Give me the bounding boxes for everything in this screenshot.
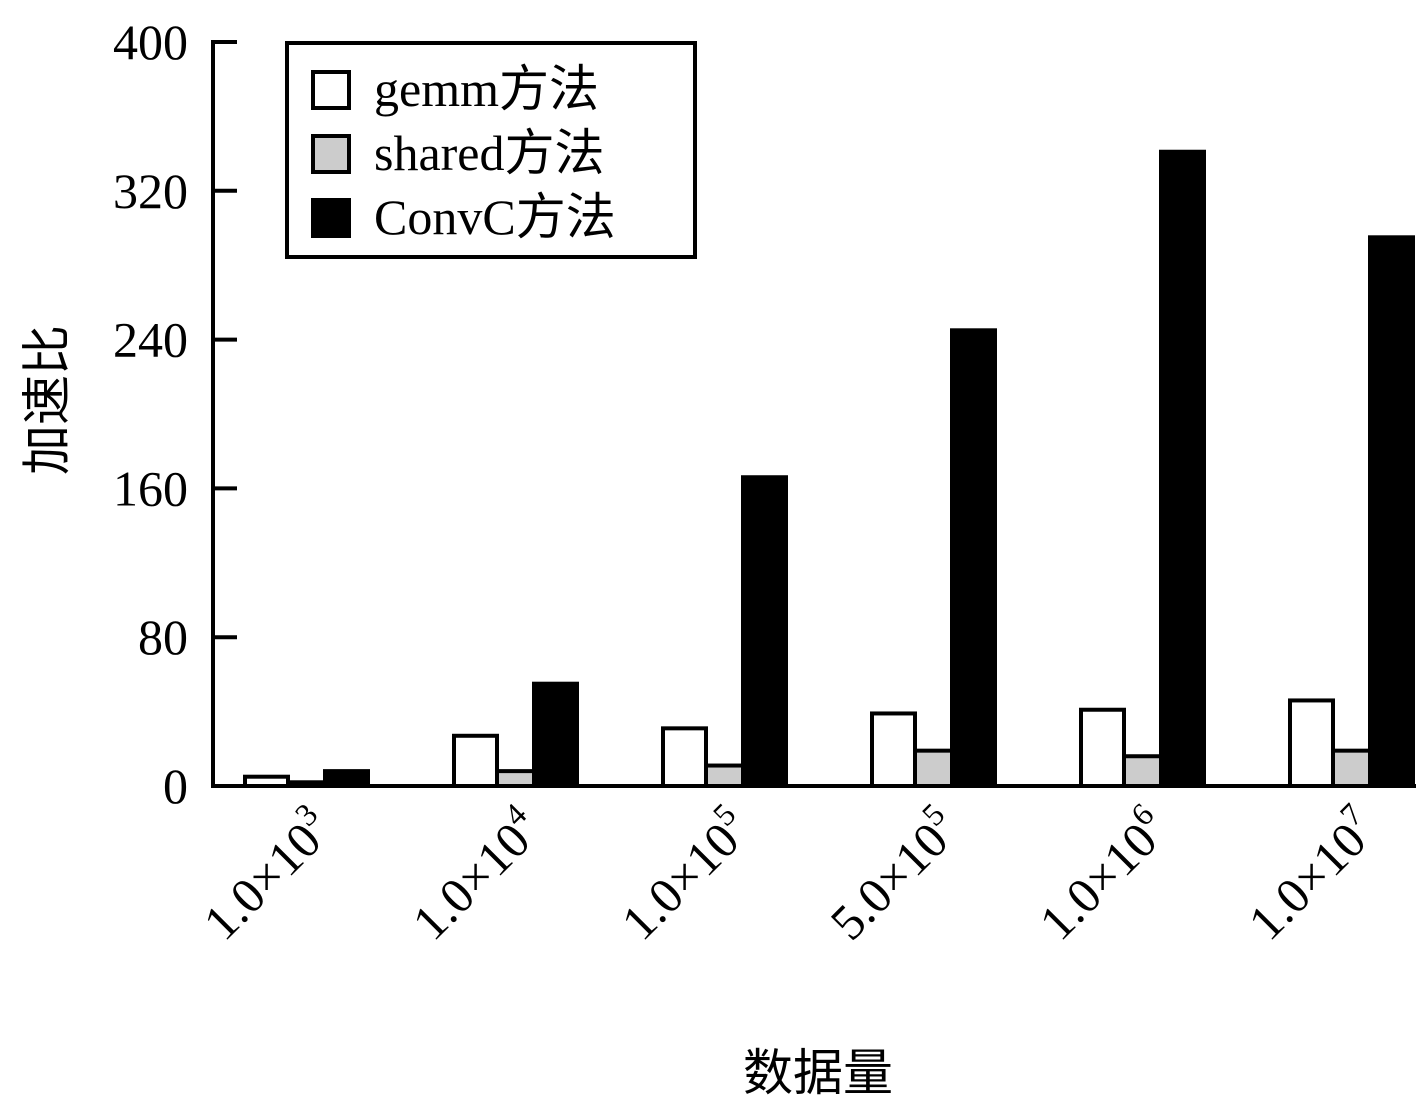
bar-shared-4 xyxy=(1122,754,1163,788)
y-tick-label: 240 xyxy=(113,312,188,368)
bar-gemm-4 xyxy=(1079,707,1126,788)
x-tick-label: 1.0×105 xyxy=(606,796,761,951)
y-tick-label: 160 xyxy=(113,460,188,516)
y-tick-label: 0 xyxy=(163,758,188,814)
bar-gemm-2 xyxy=(661,726,708,789)
bar-gemm-5 xyxy=(1288,698,1335,788)
y-tick-label: 400 xyxy=(113,14,188,70)
bar-gemm-1 xyxy=(452,733,499,789)
y-tick-label: 80 xyxy=(138,609,188,665)
x-tick-label: 1.0×103 xyxy=(188,796,343,951)
legend-swatch xyxy=(311,198,351,238)
bar-shared-5 xyxy=(1331,748,1372,788)
x-tick-label: 1.0×104 xyxy=(397,796,552,951)
bar-ConvC-2 xyxy=(741,475,788,788)
legend: gemm方法 shared方法 ConvC方法 xyxy=(285,41,697,259)
bar-shared-3 xyxy=(913,748,954,788)
bar-ConvC-5 xyxy=(1368,235,1415,789)
legend-swatch xyxy=(311,70,351,110)
bar-ConvC-4 xyxy=(1159,149,1206,789)
x-tick-label: 5.0×105 xyxy=(815,796,970,951)
bar-shared-1 xyxy=(495,769,536,788)
bar-ConvC-1 xyxy=(532,681,579,789)
legend-swatch xyxy=(311,134,351,174)
bar-ConvC-0 xyxy=(323,769,370,788)
y-axis-label: 加速比 xyxy=(19,325,75,475)
bars-layer xyxy=(243,149,1415,789)
legend-label: shared方法 xyxy=(374,125,605,181)
legend-label: gemm方法 xyxy=(374,61,599,117)
y-tick-label: 320 xyxy=(113,163,188,219)
x-axis-label: 数据量 xyxy=(743,1045,893,1101)
bar-ConvC-3 xyxy=(950,328,997,788)
legend-box xyxy=(285,41,697,259)
x-tick-label: 1.0×107 xyxy=(1233,796,1388,951)
legend-label: ConvC方法 xyxy=(374,189,616,245)
bar-shared-2 xyxy=(704,763,745,788)
x-tick-label: 1.0×106 xyxy=(1024,796,1179,951)
bar-gemm-3 xyxy=(870,711,917,789)
